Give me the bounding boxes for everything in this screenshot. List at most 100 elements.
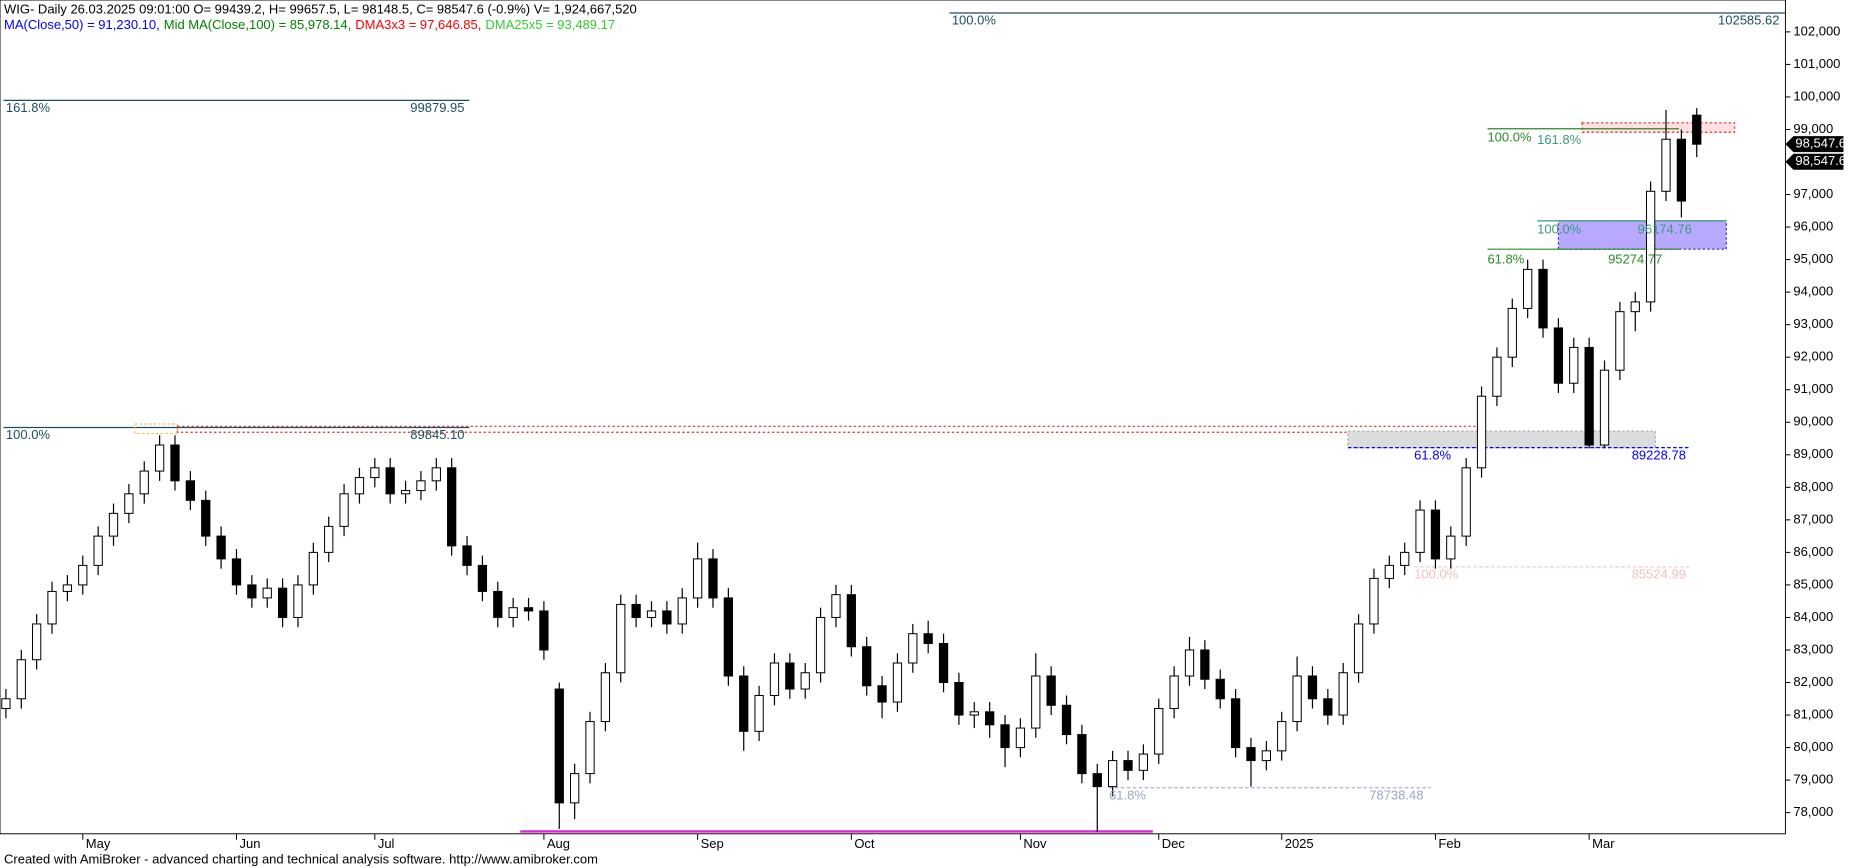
- candle-body: [1599, 369, 1610, 446]
- candle-body: [78, 564, 88, 586]
- annotation: 100.0%: [6, 427, 51, 442]
- indicator: Mid MA(Close,100) = 85,978.14,: [164, 17, 352, 32]
- candle-body: [938, 642, 949, 684]
- candle-body: [985, 711, 995, 726]
- candle-body: [1154, 708, 1164, 755]
- candle-body: [1000, 724, 1010, 749]
- annotation: 61.8%: [1109, 787, 1146, 802]
- y-tick-label: 96,000: [1793, 219, 1833, 234]
- last-price-label: 98,547.6: [1795, 153, 1846, 168]
- candle-body: [1523, 268, 1533, 309]
- candle-body: [539, 610, 549, 651]
- candle-body: [1323, 698, 1333, 716]
- candle-body: [1584, 346, 1594, 446]
- candle-body: [93, 535, 103, 566]
- annotation: 89228.78: [1632, 447, 1686, 462]
- candle-body: [815, 616, 826, 674]
- candle-body: [1184, 649, 1195, 677]
- annotation: 100.0%: [1537, 222, 1582, 237]
- zone: [176, 425, 1479, 433]
- annotation: 85524.99: [1632, 567, 1686, 582]
- candle-body: [1277, 721, 1287, 752]
- candle-body: [201, 499, 211, 537]
- candle-body: [1246, 747, 1256, 762]
- candle-body: [1692, 114, 1702, 145]
- candle-body: [1138, 753, 1149, 771]
- x-tick-label: May: [86, 836, 111, 851]
- candle-body: [431, 467, 441, 482]
- candle-body: [1553, 327, 1564, 384]
- y-tick-label: 79,000: [1793, 772, 1833, 787]
- candle-body: [293, 584, 303, 618]
- candle-body: [1108, 760, 1118, 788]
- candle-body: [32, 623, 42, 661]
- candle-body: [124, 493, 134, 514]
- candle-body: [1169, 675, 1179, 710]
- y-tick-label: 87,000: [1793, 511, 1833, 526]
- candle-body: [247, 584, 257, 599]
- candle-body: [1292, 675, 1302, 723]
- zone: [1347, 430, 1656, 449]
- chart-title: WIG- Daily 26.03.2025 09:01:00 O= 99439.…: [4, 1, 637, 16]
- y-tick-label: 84,000: [1793, 609, 1833, 624]
- y-tick-label: 91,000: [1793, 381, 1833, 396]
- y-tick-label: 99,000: [1793, 121, 1833, 136]
- y-tick-label: 102,000: [1793, 23, 1840, 38]
- annotation: 161.8%: [1537, 132, 1582, 147]
- candle-body: [16, 659, 26, 700]
- candle-body: [1215, 678, 1225, 700]
- candle-body: [324, 525, 334, 553]
- candle-body: [370, 467, 380, 479]
- annotation: 100.0%: [1414, 567, 1459, 582]
- candle-body: [831, 594, 841, 618]
- candle-body: [1123, 760, 1133, 771]
- candle-body: [862, 646, 872, 687]
- candle-body: [631, 603, 641, 618]
- candle-body: [892, 662, 903, 703]
- candle-body: [846, 594, 856, 648]
- candle-body: [1353, 623, 1364, 674]
- candle-body: [262, 587, 272, 599]
- x-tick-label: Jun: [239, 836, 260, 851]
- candle-body: [1092, 773, 1102, 788]
- candle-body: [385, 467, 395, 495]
- candle-body: [1645, 190, 1656, 303]
- x-tick-label: Aug: [547, 836, 570, 851]
- candle-body: [785, 662, 795, 690]
- candle-body: [600, 672, 611, 723]
- x-tick-label: Feb: [1438, 836, 1460, 851]
- candle-body: [416, 480, 426, 492]
- candle-body: [923, 633, 933, 644]
- candle-body: [769, 662, 780, 697]
- y-tick-label: 81,000: [1793, 706, 1833, 721]
- candle-body: [170, 444, 180, 482]
- candle-body: [754, 695, 764, 732]
- candle-body: [354, 477, 365, 495]
- candle-body: [1415, 509, 1425, 553]
- annotation: 61.8%: [1414, 447, 1451, 462]
- y-tick-label: 94,000: [1793, 284, 1833, 299]
- candle-body: [585, 721, 595, 775]
- candle-body: [1230, 698, 1241, 749]
- x-tick-label: Oct: [854, 836, 875, 851]
- candle-body: [739, 675, 749, 732]
- candle-body: [1031, 675, 1041, 729]
- y-tick-label: 88,000: [1793, 479, 1833, 494]
- candle-body: [1384, 564, 1394, 579]
- candle-body: [62, 584, 73, 592]
- candle-body: [1077, 734, 1087, 775]
- candle-body: [1476, 395, 1487, 469]
- candle-body: [554, 688, 564, 804]
- candle-body: [339, 493, 349, 527]
- annotation: 89845.10: [410, 427, 464, 442]
- candle-body: [508, 607, 518, 618]
- annotation: 102585.62: [1718, 13, 1779, 28]
- last-price-label: 98,547.6: [1795, 136, 1846, 151]
- candle-body: [1461, 467, 1471, 537]
- candle-body: [1446, 535, 1456, 560]
- layout: [0, 0, 1786, 835]
- candle-body: [646, 610, 657, 618]
- y-tick-label: 89,000: [1793, 446, 1833, 461]
- candle-body: [231, 558, 242, 586]
- x-tick-label: 2025: [1285, 836, 1314, 851]
